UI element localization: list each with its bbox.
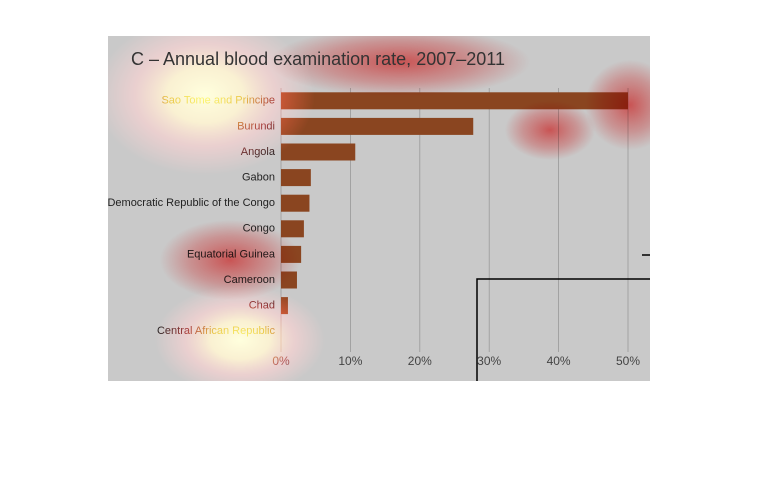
bar bbox=[281, 220, 304, 238]
x-tick-label: 50% bbox=[616, 354, 640, 368]
x-tick-label: 40% bbox=[547, 354, 571, 368]
chart-title: C – Annual blood examination rate, 2007–… bbox=[131, 49, 505, 69]
bar bbox=[281, 143, 356, 161]
bar bbox=[281, 169, 311, 187]
y-tick-label: Gabon bbox=[242, 172, 275, 184]
x-tick-label: 10% bbox=[338, 354, 362, 368]
heatmap bbox=[160, 36, 650, 300]
x-tick-label: 20% bbox=[408, 354, 432, 368]
x-tick-label: 30% bbox=[477, 354, 501, 368]
y-tick-label: Democratic Republic of the Congo bbox=[107, 197, 275, 209]
bar bbox=[281, 117, 474, 135]
overlay-frame bbox=[476, 254, 650, 381]
bar bbox=[281, 194, 310, 212]
heatmap-hot bbox=[108, 36, 325, 381]
